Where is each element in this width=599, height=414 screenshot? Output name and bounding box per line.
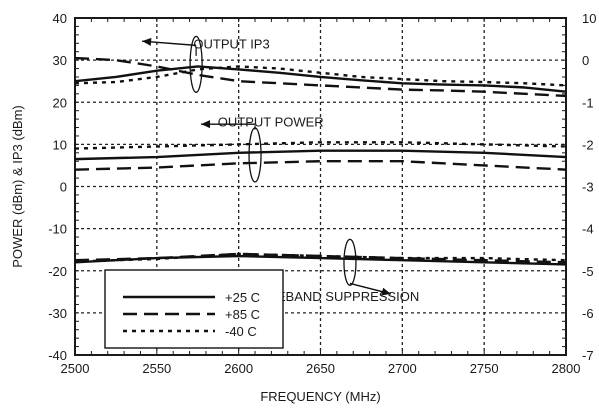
series [74, 56, 567, 266]
x-tick-label: 2600 [224, 361, 253, 376]
y-tick-label: -30 [48, 306, 67, 321]
y-right-tick-label: 0 [582, 53, 589, 68]
y-right-tick-label: -3 [582, 180, 594, 195]
arrow-head [381, 287, 391, 296]
series-line [74, 149, 567, 161]
series-line [74, 252, 567, 264]
series-line [74, 65, 567, 87]
x-tick-label: 2500 [61, 361, 90, 376]
y-right-tick-label: -1 [582, 95, 594, 110]
legend: +25 C +85 C -40 C [104, 269, 284, 349]
y-tick-label: 10 [53, 137, 67, 152]
annotation-output-ip3: OUTPUT IP3 [193, 36, 269, 51]
x-tick-label: 2750 [470, 361, 499, 376]
axis-ticks: 2500 2550 2600 2650 2700 2750 2800403020100-10… [48, 11, 596, 376]
arrow-head [201, 120, 211, 129]
x-tick-label: 2650 [306, 361, 335, 376]
y-tick-label: -20 [48, 264, 67, 279]
y-right-tick-label: -4 [582, 222, 594, 237]
annotation-sideband-suppression: SIDEBAND SUPPRESSION [255, 289, 419, 304]
y-right-tick-label: 10 [582, 11, 596, 26]
y-tick-label: 20 [53, 95, 67, 110]
series-line [74, 65, 567, 93]
y-tick-label: 0 [60, 180, 67, 195]
y-right-tick-label: -6 [582, 306, 594, 321]
series-line [74, 141, 567, 150]
series-line [74, 160, 567, 171]
annotation-output-power: OUTPUT POWER [218, 114, 324, 129]
y-tick-label: -10 [48, 222, 67, 237]
annotation-bracket [248, 127, 262, 183]
y-axis-label: POWER (dBm) & IP3 (dBm) [10, 105, 25, 268]
series-line [74, 56, 567, 98]
annotation-bracket [189, 35, 203, 93]
annotation-bracket [343, 238, 357, 286]
arrow-shaft [142, 40, 197, 47]
x-tick-label: 2800 [552, 361, 581, 376]
x-tick-label: 2700 [388, 361, 417, 376]
grid [75, 18, 566, 355]
legend-box [104, 269, 284, 349]
legend-label: +85 C [225, 307, 260, 322]
series-line [74, 252, 567, 263]
legend-label: +25 C [225, 290, 260, 305]
x-axis-label: FREQUENCY (MHz) [260, 389, 380, 404]
arrow-head [142, 37, 152, 46]
y-right-tick-label: -7 [582, 348, 594, 363]
y-tick-label: 40 [53, 11, 67, 26]
y-tick-label: -40 [48, 348, 67, 363]
y-right-tick-label: -2 [582, 137, 594, 152]
annotations: OUTPUT IP3 OUTPUT POWER SIDEBAND SUPPRESSI… [142, 35, 419, 304]
y-right-tick-label: -5 [582, 264, 594, 279]
legend-label: -40 C [225, 324, 257, 339]
y-tick-label: 30 [53, 53, 67, 68]
x-tick-label: 2550 [142, 361, 171, 376]
